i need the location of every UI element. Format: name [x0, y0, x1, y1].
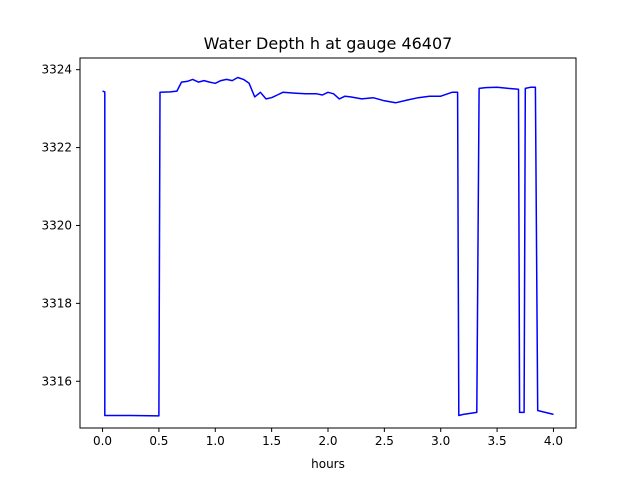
x-tick-label: 3.0 [431, 434, 450, 448]
x-axis-label: hours [311, 457, 345, 471]
x-tick-label: 0.0 [93, 434, 112, 448]
y-tick-label: 3322 [41, 141, 72, 155]
x-tick-label: 1.5 [262, 434, 281, 448]
x-axis: 0.0 0.5 1.0 1.5 2.0 2.5 3.0 3.5 4.0 [93, 428, 563, 448]
y-tick-label: 3316 [41, 374, 72, 388]
plot-series-group [102, 76, 554, 417]
plot-area-frame [79, 57, 577, 429]
y-tick-label: 3320 [41, 218, 72, 232]
x-tick-label: 2.0 [318, 434, 337, 448]
y-tick-label: 3318 [41, 296, 72, 310]
series-line-0 [102, 76, 554, 417]
y-axis: 3316 3318 3320 3322 3324 [41, 63, 80, 388]
y-tick-label: 3324 [41, 63, 72, 77]
x-tick-label: 3.5 [488, 434, 507, 448]
x-tick-label: 4.0 [544, 434, 563, 448]
x-tick-label: 2.5 [375, 434, 394, 448]
x-tick-label: 0.5 [149, 434, 168, 448]
chart-title: Water Depth h at gauge 46407 [204, 34, 453, 53]
x-tick-label: 1.0 [206, 434, 225, 448]
